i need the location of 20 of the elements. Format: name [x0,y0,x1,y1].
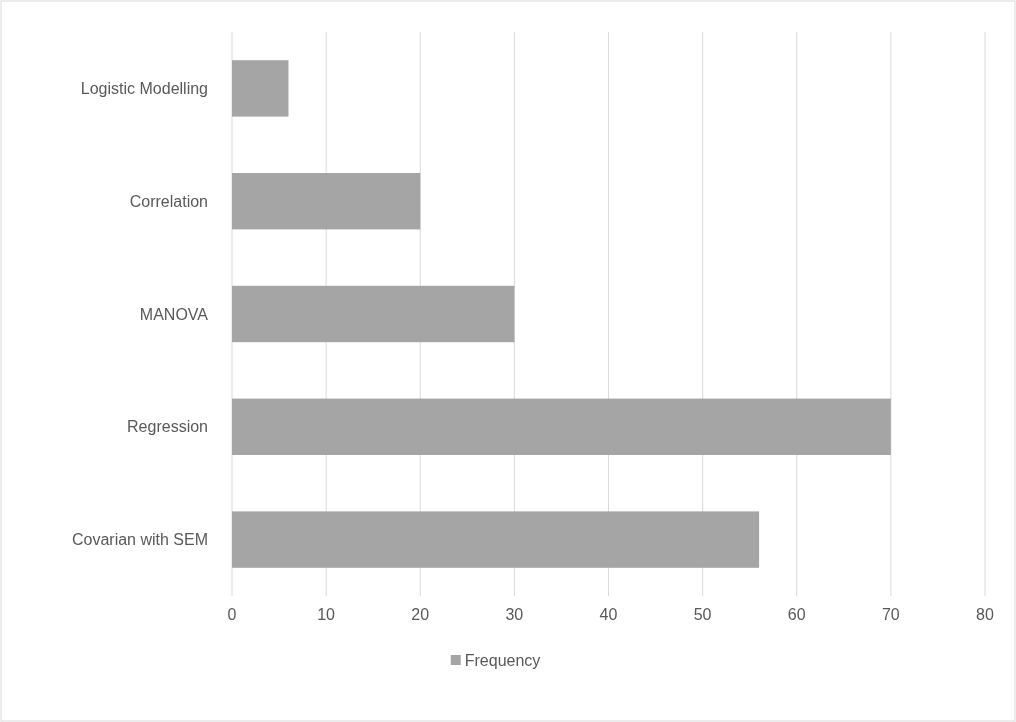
x-tick-label: 70 [881,606,900,623]
x-tick-label: 80 [976,606,994,623]
x-tick-label: 40 [599,606,618,623]
y-tick-label: Logistic Modelling [80,80,208,97]
y-tick-label: Covarian with SEM [71,531,208,549]
x-tick-label: 20 [411,606,430,623]
x-tick-label: 10 [317,606,336,623]
bar [232,511,760,568]
legend-label: Frequency [464,651,541,669]
bar [232,173,421,230]
bar [232,398,891,455]
bar [232,285,515,343]
y-tick-label: Correlation [129,192,208,210]
x-tick-label: 50 [693,606,712,623]
y-tick-label: Regression [127,418,208,436]
x-tick-label: 30 [505,606,524,623]
x-tick-label: 60 [787,606,806,623]
x-tick-label: 0 [227,606,237,623]
y-tick-label: MANOVA [139,305,209,323]
bar [232,60,289,117]
